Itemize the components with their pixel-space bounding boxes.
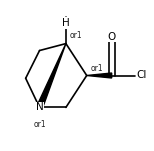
Text: H: H xyxy=(62,18,70,28)
Polygon shape xyxy=(37,44,66,109)
Text: O: O xyxy=(107,32,116,42)
Text: N: N xyxy=(36,102,43,112)
Text: or1: or1 xyxy=(33,120,46,129)
Text: or1: or1 xyxy=(91,64,103,73)
Text: or1: or1 xyxy=(70,31,83,40)
Text: Cl: Cl xyxy=(137,71,147,80)
Polygon shape xyxy=(87,73,112,78)
